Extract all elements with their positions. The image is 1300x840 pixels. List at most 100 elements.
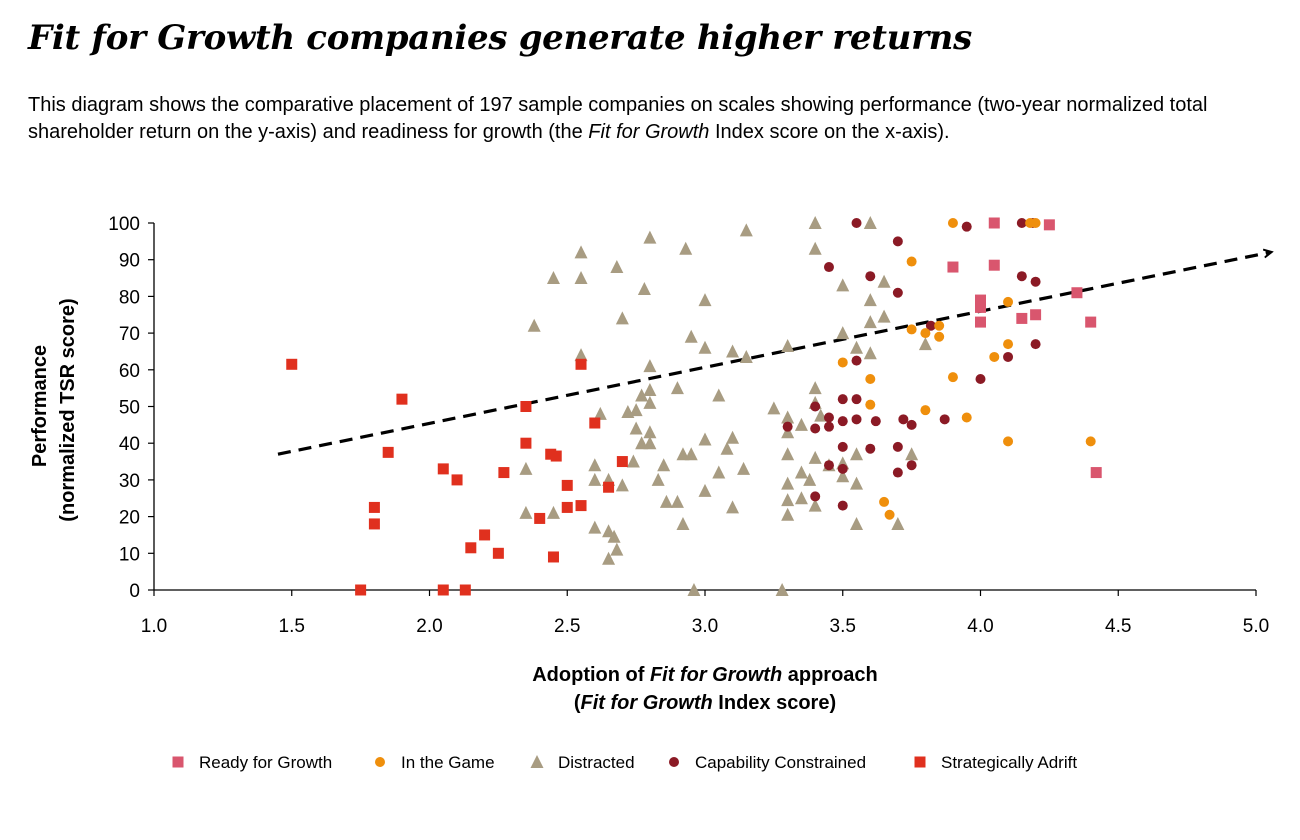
data-point — [479, 529, 491, 541]
data-point — [808, 450, 822, 464]
data-point — [437, 463, 449, 475]
subtitle-text-1: This diagram shows the comparative place… — [28, 94, 1208, 143]
data-point — [836, 469, 850, 483]
data-point — [610, 260, 624, 274]
legend-marker — [669, 757, 679, 767]
data-point — [837, 357, 848, 368]
series-distracted — [519, 216, 932, 596]
legend-marker — [914, 756, 926, 768]
data-point — [676, 447, 690, 461]
data-point — [561, 501, 573, 513]
data-point — [837, 463, 848, 474]
data-point — [1003, 436, 1014, 447]
data-point — [863, 216, 877, 229]
data-point — [823, 262, 834, 273]
data-point — [1016, 218, 1027, 228]
data-point — [1085, 316, 1097, 328]
data-point — [810, 401, 821, 412]
data-point — [588, 472, 602, 486]
data-point — [961, 221, 972, 232]
data-point — [629, 403, 643, 417]
data-point — [975, 301, 986, 313]
data-point — [781, 476, 795, 490]
legend-item: Capability Constrained — [669, 753, 866, 772]
data-point — [863, 315, 877, 329]
data-point — [823, 460, 834, 471]
data-point — [803, 472, 817, 486]
data-point — [635, 388, 649, 402]
data-point — [810, 491, 821, 502]
y-tick-label: 50 — [119, 398, 140, 419]
data-point — [794, 417, 808, 431]
subtitle-text-2: Index score on the x-axis). — [709, 121, 950, 143]
data-point — [687, 583, 701, 596]
data-point — [1071, 287, 1083, 299]
data-point — [643, 382, 657, 396]
series-in-the-game — [837, 218, 1096, 520]
data-point — [1003, 296, 1014, 307]
data-point — [546, 505, 560, 519]
data-point — [712, 388, 726, 402]
data-point — [1030, 218, 1041, 228]
data-point — [684, 329, 698, 343]
data-point — [836, 326, 850, 340]
data-point — [1030, 339, 1041, 350]
data-point — [837, 394, 848, 405]
data-point — [492, 547, 504, 559]
data-point — [975, 316, 986, 328]
data-point — [767, 401, 781, 415]
data-point — [550, 450, 562, 462]
x-tick-label: 4.0 — [967, 616, 993, 637]
y-tick-label: 0 — [129, 581, 140, 602]
data-point — [1090, 467, 1102, 479]
data-point — [947, 218, 958, 228]
x-tick-label: 3.0 — [692, 616, 718, 637]
chart-subtitle: This diagram shows the comparative place… — [28, 92, 1288, 146]
data-point — [659, 494, 673, 508]
data-point — [918, 337, 932, 351]
y-tick-label: 90 — [119, 251, 140, 272]
x-tick-label: 4.5 — [1105, 616, 1131, 637]
data-point — [726, 344, 740, 358]
data-point — [574, 271, 588, 285]
data-point — [961, 412, 972, 423]
data-point — [1030, 309, 1042, 321]
data-point — [905, 447, 919, 461]
data-point — [906, 256, 917, 267]
data-point — [643, 359, 657, 373]
data-point — [1003, 351, 1014, 362]
data-point — [574, 245, 588, 259]
data-point — [810, 423, 821, 434]
data-point — [657, 458, 671, 472]
data-point — [698, 340, 712, 354]
x-axis-subtitle-post: Index score) — [713, 692, 836, 714]
data-point — [850, 340, 864, 354]
data-point — [616, 456, 628, 468]
data-point — [920, 405, 931, 416]
x-tick-label: 2.0 — [416, 616, 442, 637]
data-point — [808, 241, 822, 255]
data-point — [850, 476, 864, 490]
y-tick-label: 70 — [119, 324, 140, 345]
y-tick-label: 100 — [108, 214, 140, 235]
data-point — [670, 381, 684, 395]
data-point — [589, 417, 601, 429]
data-point — [781, 507, 795, 521]
data-point — [891, 516, 905, 530]
x-axis-subtitle-pre: ( — [574, 692, 581, 714]
data-point — [808, 216, 822, 229]
data-point — [877, 309, 891, 323]
data-point — [575, 358, 587, 370]
data-point — [906, 460, 917, 471]
legend: Ready for Growth In the Game Distracted Cap… — [172, 753, 1077, 772]
data-point — [676, 516, 690, 530]
data-point — [814, 408, 828, 422]
data-point — [545, 448, 557, 460]
x-tick-label: 1.5 — [279, 616, 305, 637]
data-point — [851, 394, 862, 405]
data-point — [865, 443, 876, 454]
y-axis-title-line1: Performance — [29, 345, 51, 467]
data-point — [670, 494, 684, 508]
data-point — [823, 421, 834, 432]
